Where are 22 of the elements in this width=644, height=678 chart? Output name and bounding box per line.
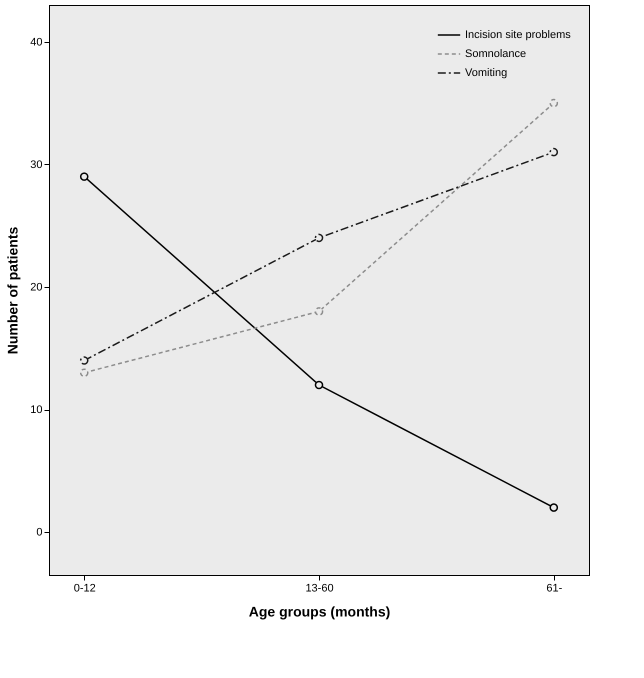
legend-label: Vomiting <box>465 67 508 79</box>
y-tick-label: 40 <box>30 36 42 48</box>
legend-label: Somnolance <box>465 48 526 60</box>
point <box>80 356 89 365</box>
y-tick-label: 30 <box>30 158 42 171</box>
point <box>314 380 324 390</box>
point <box>549 503 558 512</box>
point <box>314 234 324 242</box>
y-tick-label: 10 <box>30 404 42 416</box>
x-tick-label: 13-60 <box>305 582 334 594</box>
y-tick-label: 0 <box>36 526 42 539</box>
x-tick-label: 61- <box>546 582 563 594</box>
x-axis-title: Age groups (months) <box>248 604 390 620</box>
point <box>314 307 324 316</box>
y-axis-title: Number of patients <box>4 226 20 354</box>
point <box>549 148 558 156</box>
x-tick-label: 0-12 <box>74 582 96 594</box>
point <box>549 98 558 108</box>
legend-label: Incision site problems <box>465 29 572 41</box>
point <box>80 172 89 181</box>
y-tick-label: 20 <box>30 281 42 294</box>
point <box>80 368 89 378</box>
